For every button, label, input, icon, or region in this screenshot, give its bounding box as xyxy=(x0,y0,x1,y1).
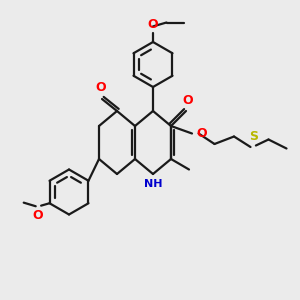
Text: O: O xyxy=(32,209,43,222)
Text: NH: NH xyxy=(144,179,163,189)
Text: O: O xyxy=(196,127,207,140)
Text: S: S xyxy=(250,130,259,143)
Text: O: O xyxy=(182,94,193,106)
Text: O: O xyxy=(95,82,106,94)
Text: O: O xyxy=(148,19,158,32)
